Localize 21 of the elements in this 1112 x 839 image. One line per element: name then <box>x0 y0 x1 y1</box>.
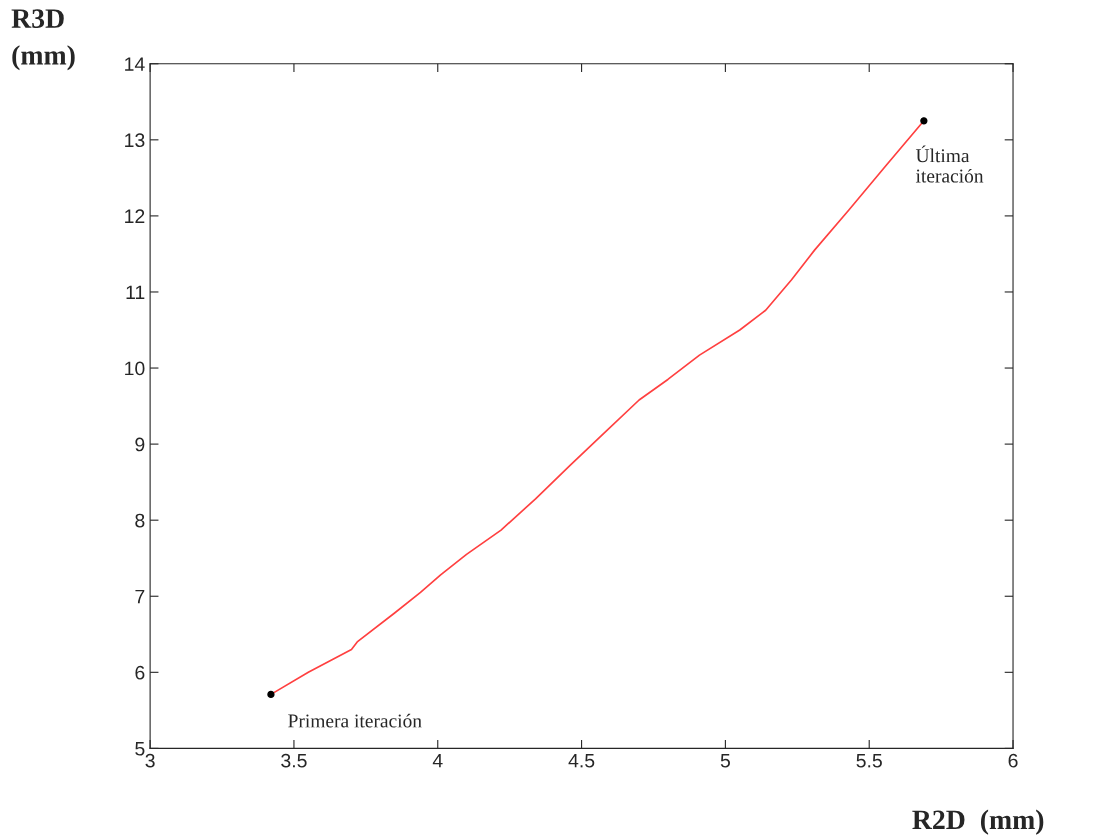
x-tick-label: 6 <box>1008 753 1018 768</box>
annotation: Última iteración <box>915 145 984 183</box>
x-tick-label: 3 <box>145 753 155 768</box>
y-tick-label: 8 <box>135 513 145 528</box>
y-tick-label: 12 <box>125 209 145 223</box>
annotation: Primera iteración <box>288 713 422 728</box>
y-tick-label: 13 <box>125 133 145 148</box>
y-tick-label: 11 <box>126 285 145 300</box>
y-tick-label: 9 <box>135 437 145 452</box>
x-tick-label: 4 <box>432 753 443 768</box>
y-tick-label: 14 <box>125 57 145 71</box>
y-tick-label: 7 <box>135 589 145 604</box>
y-tick-label: 6 <box>135 665 145 680</box>
x-tick-label: 4.5 <box>568 753 595 768</box>
y-tick-label: 5 <box>135 742 145 756</box>
y-axis-title: R3D (mm) <box>11 9 75 71</box>
x-tick-label: 5 <box>720 753 730 768</box>
x-tick-label: 3.5 <box>281 753 307 768</box>
x-axis-title: R2D (mm) <box>912 809 1044 835</box>
x-tick-label: 5.5 <box>856 753 882 768</box>
y-tick-label: 10 <box>125 361 145 376</box>
